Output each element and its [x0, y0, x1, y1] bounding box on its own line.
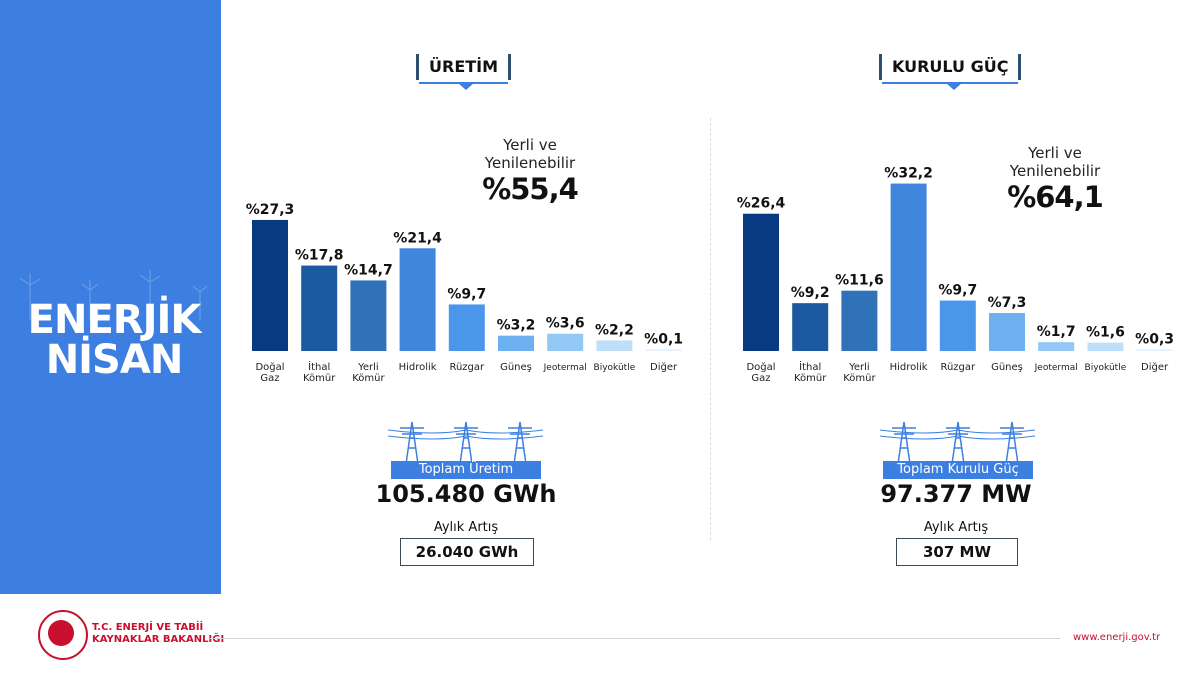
category-label: Yerli [357, 362, 379, 373]
ministry-name-line-2: KAYNAKLAR BAKANLIĞI [92, 634, 225, 645]
kurulu-guc-tag: KURULU GÜÇ [879, 54, 1022, 84]
bar-1-8 [1136, 349, 1173, 351]
category-label: Jeotermal [1034, 363, 1078, 373]
bar-value-label: %1,7 [1037, 324, 1076, 340]
website-link[interactable]: www.enerji.gov.tr [1073, 632, 1161, 643]
bar-1-2 [841, 290, 878, 351]
category-label: Biyokütle [1085, 363, 1127, 373]
category-label: Doğal [746, 361, 775, 373]
category-label: Gaz [751, 373, 770, 384]
category-label: Kömür [303, 373, 336, 384]
bar-value-label: %11,6 [835, 273, 884, 289]
category-label: Diğer [1141, 361, 1169, 373]
power-line-icon [880, 421, 1035, 464]
bar-charts: %27,3DoğalGaz%17,8İthalKömür%14,7YerliKö… [246, 166, 1174, 384]
yerli-value: %55,4 [482, 172, 579, 206]
bar-1-0 [743, 213, 779, 351]
aylik-artis-label: Aylık Artış [923, 520, 989, 535]
aylik-artis-label: Aylık Artış [433, 520, 499, 535]
bar-0-1 [301, 265, 338, 351]
bar-value-label: %0,3 [1135, 331, 1174, 347]
category-label: Güneş [991, 362, 1023, 373]
category-label: Kömür [843, 373, 876, 384]
bar-value-label: %14,7 [344, 262, 393, 278]
toplam-uretim-value: 105.480 GWh [375, 480, 557, 508]
bar-value-label: %27,3 [246, 202, 295, 218]
bar-value-label: %7,3 [988, 295, 1027, 311]
bar-value-label: %17,8 [295, 248, 344, 264]
kurulu-yerli-block: Yerli ve Yenilenebilir %64,1 [975, 144, 1135, 214]
category-label: Hidrolik [890, 362, 928, 373]
category-label: Gaz [260, 373, 279, 384]
uretim-yerli-block: Yerli ve Yenilenebilir %55,4 [450, 136, 610, 206]
bar-value-label: %26,4 [737, 196, 786, 212]
category-label: Jeotermal [543, 363, 587, 373]
yerli-value: %64,1 [1007, 180, 1104, 214]
title-line-2: NİSAN [45, 337, 184, 383]
bar-1-1 [792, 303, 829, 351]
bar-value-label: %0,1 [644, 332, 683, 348]
yerli-label-2: Yenilenebilir [1009, 162, 1101, 180]
bar-value-label: %2,2 [595, 322, 634, 338]
uretim-tag: ÜRETİM [416, 54, 512, 84]
page-title: ENERJİK NİSAN [14, 300, 214, 380]
ministry-logo [38, 610, 88, 660]
category-label: Kömür [794, 373, 827, 384]
category-label: Diğer [650, 361, 678, 373]
bar-0-7 [596, 340, 633, 351]
sidebar-banner: ENERJİK NİSAN [0, 0, 221, 594]
category-label: Hidrolik [399, 362, 437, 373]
wind-turbine-icon [19, 270, 208, 320]
ministry-name: T.C. ENERJİ VE TABİİ KAYNAKLAR BAKANLIĞI [92, 622, 224, 646]
category-label: Rüzgar [449, 362, 485, 373]
bar-1-5 [989, 313, 1025, 351]
category-label: Biyokütle [594, 363, 636, 373]
category-label: İthal [799, 360, 821, 373]
category-label: Rüzgar [940, 362, 976, 373]
bar-value-label: %32,2 [884, 166, 933, 182]
footer-divider [210, 638, 1060, 639]
bar-value-label: %9,7 [447, 286, 486, 302]
bar-value-label: %3,2 [497, 318, 536, 334]
power-line-icon [388, 421, 543, 464]
bar-0-6 [547, 333, 584, 351]
category-label: Güneş [500, 362, 532, 373]
bar-0-5 [498, 335, 534, 351]
yerli-label-1: Yerli ve [1028, 144, 1082, 162]
category-label: Kömür [352, 373, 385, 384]
bar-0-8 [645, 349, 682, 351]
bar-0-4 [448, 304, 485, 351]
category-label: İthal [308, 360, 330, 373]
ministry-name-line-1: T.C. ENERJİ VE TABİİ [92, 622, 204, 633]
bar-0-3 [399, 248, 436, 351]
title-line-1: ENERJİK [27, 297, 202, 343]
bar-value-label: %9,7 [938, 283, 977, 299]
bar-0-0 [252, 219, 288, 351]
bar-1-4 [939, 300, 976, 351]
bar-value-label: %9,2 [791, 285, 830, 301]
kurulu-guc-tag-arrow-icon [946, 83, 962, 90]
yerli-label-1: Yerli ve [503, 136, 557, 154]
toplam-kurulu-guc-value: 97.377 MW [880, 480, 1032, 508]
toplam-kurulu-guc-label: Toplam Kurulu Güç [883, 461, 1033, 479]
category-label: Yerli [848, 362, 870, 373]
toplam-uretim-label: Toplam Üretim [391, 461, 541, 479]
uretim-tag-arrow-icon [458, 83, 474, 90]
bar-1-6 [1038, 342, 1075, 351]
aylik-artis-value: 307 MW [896, 538, 1018, 566]
bar-1-3 [890, 183, 927, 351]
bar-value-label: %1,6 [1086, 325, 1125, 341]
bar-1-7 [1087, 342, 1124, 351]
aylik-artis-value: 26.040 GWh [400, 538, 534, 566]
yerli-label-2: Yenilenebilir [484, 154, 576, 172]
panel-divider [710, 118, 711, 540]
bar-0-2 [350, 280, 387, 351]
bar-value-label: %21,4 [393, 230, 442, 246]
category-label: Doğal [255, 361, 284, 373]
bar-value-label: %3,6 [546, 316, 585, 332]
